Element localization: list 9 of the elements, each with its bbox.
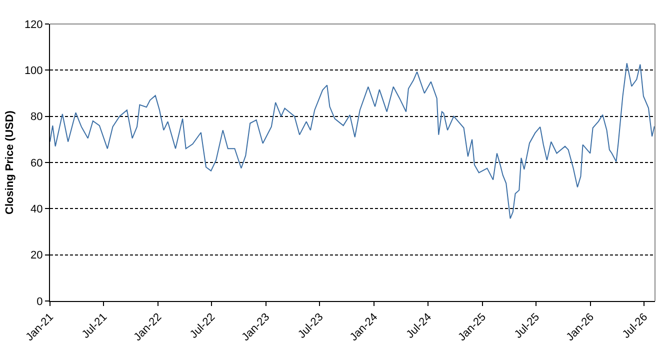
y-tick-label: 120 [24,18,43,31]
y-tick-label: 40 [30,204,43,216]
y-axis-title: Closing Price (USD) [4,110,16,214]
y-tick-label: 20 [30,250,43,262]
y-tick-label: 100 [24,65,43,78]
y-tick-label: 60 [30,157,43,170]
y-tick-label: 80 [30,111,43,124]
y-tick-label: 0 [36,296,43,308]
line-series [50,62,655,220]
